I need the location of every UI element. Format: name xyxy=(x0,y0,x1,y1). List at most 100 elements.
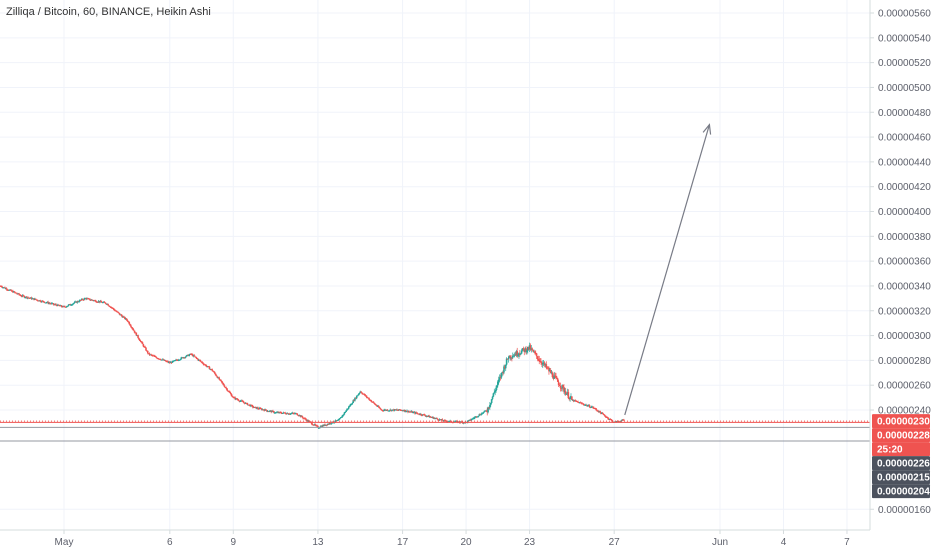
candle-body xyxy=(115,310,117,312)
candle-body xyxy=(52,303,55,305)
candle-body xyxy=(476,416,479,418)
candle-body xyxy=(165,361,168,363)
candle-body xyxy=(49,303,52,305)
candle-body xyxy=(375,404,377,406)
candle-body xyxy=(564,391,567,395)
candle-body xyxy=(74,301,77,303)
candle-body xyxy=(194,356,197,358)
x-tick-label: 6 xyxy=(167,537,173,548)
candle-body xyxy=(327,423,330,425)
candle-body xyxy=(273,411,275,413)
candle-body xyxy=(161,359,164,361)
candle-body xyxy=(2,287,4,289)
candle-body xyxy=(26,296,28,299)
price-tag-bg xyxy=(872,456,930,471)
x-tick-label: 27 xyxy=(609,537,621,548)
candle-body xyxy=(273,412,276,414)
candle-body xyxy=(72,303,75,305)
candle-body xyxy=(444,420,446,422)
candle-body xyxy=(185,355,188,357)
candle-body xyxy=(73,301,76,304)
y-tick-label: 0.00000340 xyxy=(878,281,931,292)
candle-body xyxy=(378,407,381,409)
candle-body xyxy=(493,392,496,394)
candle-body xyxy=(549,370,551,372)
candle-body xyxy=(362,393,364,395)
candle-body xyxy=(553,375,556,379)
candle-body xyxy=(83,298,86,300)
candle-body xyxy=(101,301,103,303)
candle-body xyxy=(141,342,144,345)
candle-body xyxy=(391,409,393,411)
candle-body xyxy=(591,406,593,408)
candle-body xyxy=(27,297,30,299)
candle-body xyxy=(363,393,366,396)
candle-body xyxy=(164,359,167,362)
candle-body xyxy=(70,304,72,306)
candle-body xyxy=(525,348,527,353)
candle-body xyxy=(243,402,246,404)
candle-body xyxy=(154,356,157,358)
candle-body xyxy=(56,305,58,307)
candle-body xyxy=(467,420,469,423)
candle-body xyxy=(424,415,427,417)
candle-body xyxy=(145,347,147,351)
candle-body xyxy=(369,399,371,401)
candle-body xyxy=(373,402,376,404)
candle-body xyxy=(577,401,579,403)
candle-body xyxy=(124,316,126,319)
candle-body xyxy=(622,419,624,421)
candle-body xyxy=(250,405,252,407)
candle-body xyxy=(217,377,220,379)
time-axis-bg xyxy=(0,530,932,550)
candle-body xyxy=(519,353,521,355)
candle-body xyxy=(228,391,231,393)
candle-body xyxy=(162,359,165,361)
candle-body xyxy=(592,406,594,408)
candle-body xyxy=(354,397,356,401)
candle-body xyxy=(504,366,506,369)
candle-body xyxy=(413,412,415,414)
candle-body xyxy=(324,424,326,426)
candle-body xyxy=(224,386,227,388)
candle-body xyxy=(440,419,443,421)
candle-body xyxy=(93,300,95,302)
candle-body xyxy=(85,298,87,300)
candle-body xyxy=(170,362,173,364)
candle-body xyxy=(25,296,27,298)
candle-body xyxy=(209,369,212,371)
candle-body xyxy=(399,409,401,411)
candle-body xyxy=(252,407,255,409)
candle-body xyxy=(48,303,50,305)
candle-body xyxy=(316,425,318,427)
candle-body xyxy=(191,354,194,357)
candle-body xyxy=(533,351,535,353)
candle-body xyxy=(333,422,335,424)
candle-body xyxy=(405,411,407,413)
candle-body xyxy=(372,401,375,403)
candle-body xyxy=(437,418,439,420)
price-tag-bg xyxy=(872,442,930,457)
candle-body xyxy=(288,413,291,415)
candle-body xyxy=(415,412,418,414)
candle-body xyxy=(548,367,550,372)
candle-body xyxy=(29,297,32,299)
candle-body xyxy=(152,355,154,357)
candle-body xyxy=(541,363,544,365)
candle-body xyxy=(572,399,575,402)
candle-body xyxy=(88,298,91,300)
candle-body xyxy=(545,364,548,368)
candle-body xyxy=(257,407,259,409)
candle-body xyxy=(328,423,331,425)
candle-body xyxy=(28,297,31,299)
candle-body xyxy=(5,288,8,290)
candle-body xyxy=(64,306,66,308)
candle-body xyxy=(242,401,244,403)
candle-body xyxy=(586,404,588,406)
candle-body xyxy=(161,359,163,361)
candle-body xyxy=(276,412,279,414)
candle-body xyxy=(359,391,362,393)
y-tick-label: 0.00000480 xyxy=(878,108,931,119)
candle-body xyxy=(365,395,368,398)
